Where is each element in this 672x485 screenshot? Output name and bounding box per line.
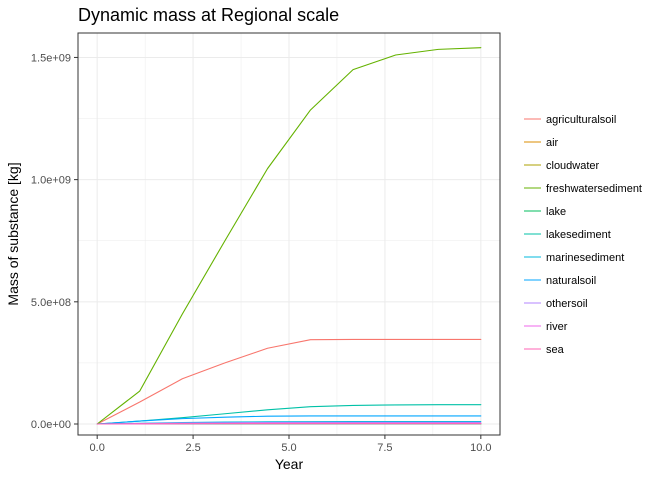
legend-label-freshwatersediment: freshwatersediment bbox=[546, 183, 642, 195]
chart-title: Dynamic mass at Regional scale bbox=[78, 5, 339, 25]
y-tick-label: 0.0e+00 bbox=[31, 419, 71, 431]
legend: agriculturalsoil air cloudwater freshwaters… bbox=[524, 114, 642, 356]
legend-label-marinesediment: marinesediment bbox=[546, 252, 624, 264]
x-tick-label: 2.5 bbox=[185, 442, 200, 454]
y-tick-label: 5.0e+08 bbox=[31, 297, 71, 309]
y-axis-title: Mass of substance [kg] bbox=[5, 162, 21, 305]
legend-label-sea: sea bbox=[546, 344, 565, 356]
legend-label-river: river bbox=[546, 321, 568, 333]
legend-label-naturalsoil: naturalsoil bbox=[546, 275, 596, 287]
x-tick-label: 10.0 bbox=[470, 442, 491, 454]
series-line-sea bbox=[97, 423, 481, 424]
legend-label-othersoil: othersoil bbox=[546, 298, 588, 310]
legend-label-cloudwater: cloudwater bbox=[546, 160, 600, 172]
x-tick-label: 0.0 bbox=[90, 442, 105, 454]
legend-label-lakesediment: lakesediment bbox=[546, 229, 611, 241]
legend-label-lake: lake bbox=[546, 206, 566, 218]
y-tick-label: 1.5e+09 bbox=[31, 52, 71, 64]
x-tick-label: 5.0 bbox=[281, 442, 296, 454]
legend-label-agriculturalsoil: agriculturalsoil bbox=[546, 114, 616, 126]
y-tick-label: 1.0e+09 bbox=[31, 175, 71, 187]
x-axis-title: Year bbox=[275, 456, 304, 472]
x-tick-label: 7.5 bbox=[377, 442, 392, 454]
legend-label-air: air bbox=[546, 137, 559, 149]
